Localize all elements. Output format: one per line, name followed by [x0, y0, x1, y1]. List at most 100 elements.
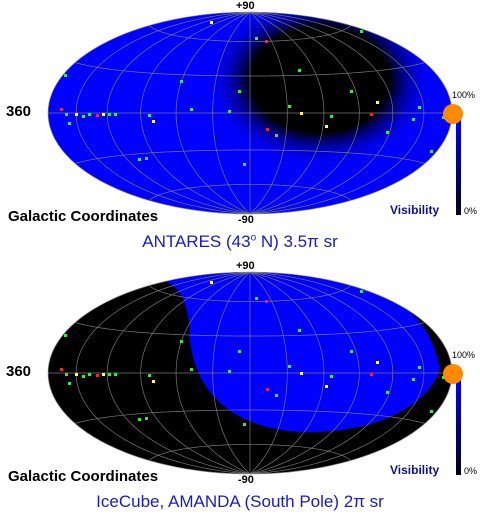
parallel-line: [74, 62, 426, 77]
source-point: [190, 368, 193, 371]
parallel-line: [74, 409, 426, 424]
source-point: [322, 12, 325, 15]
source-point: [228, 110, 231, 113]
source-point: [228, 370, 231, 373]
source-point: [65, 113, 68, 116]
source-point: [360, 30, 363, 33]
sources: [60, 272, 452, 426]
source-point: [265, 300, 268, 303]
sources: [60, 12, 452, 166]
source-point: [190, 108, 193, 111]
source-point: [255, 37, 258, 40]
source-point: [180, 80, 183, 83]
source-point: [108, 373, 111, 376]
source-point: [82, 375, 85, 378]
source-point: [152, 120, 155, 123]
source-point: [386, 131, 389, 134]
source-point: [412, 118, 415, 121]
source-point: [145, 157, 148, 160]
source-point: [210, 21, 213, 24]
source-point: [60, 108, 63, 111]
source-point: [275, 394, 278, 397]
skymap-antares: [47, 11, 453, 215]
parallel-line: [74, 149, 426, 164]
source-point: [275, 134, 278, 137]
source-point: [210, 281, 213, 284]
caption-antares: ANTARES (43o N) 3.5π sr: [142, 232, 338, 251]
sun-marker-icon: [443, 104, 463, 124]
longitude-label: 360: [6, 363, 32, 380]
parallel-line: [148, 25, 352, 42]
source-point: [238, 350, 241, 353]
source-point: [386, 391, 389, 394]
coordinates-label: Galactic Coordinates: [8, 468, 159, 485]
source-point: [65, 373, 68, 376]
source-point: [288, 105, 291, 108]
scale-min-label: 0%: [464, 466, 478, 476]
source-point: [322, 272, 325, 275]
visible-region: [160, 272, 440, 433]
source-point: [96, 374, 99, 377]
source-point: [376, 101, 379, 104]
source-point: [145, 417, 148, 420]
source-point: [243, 423, 246, 426]
source-point: [75, 373, 78, 376]
source-point: [418, 366, 421, 369]
caption-icecube: IceCube, AMANDA (South Pole) 2π sr: [96, 492, 384, 511]
source-point: [325, 125, 328, 128]
scale-max-label: 100%: [452, 350, 476, 360]
source-point: [68, 382, 71, 385]
sun-marker-icon: [443, 364, 463, 384]
source-point: [88, 373, 91, 376]
source-point: [148, 114, 151, 117]
source-point: [330, 375, 333, 378]
source-point: [265, 40, 268, 43]
source-point: [360, 290, 363, 293]
source-point: [412, 378, 415, 381]
source-point: [298, 329, 301, 332]
lat-plus90-label: +90: [236, 260, 255, 272]
source-point: [370, 113, 373, 116]
source-point: [114, 373, 117, 376]
source-point: [325, 385, 328, 388]
longitude-label: 360: [6, 103, 32, 120]
lat-plus90-label: +90: [236, 0, 255, 12]
source-point: [75, 113, 78, 116]
skymap-icecube: [47, 271, 453, 475]
source-point: [102, 373, 105, 376]
coordinates-label: Galactic Coordinates: [8, 208, 159, 225]
parallel-line: [148, 184, 352, 201]
parallel-line: [74, 322, 426, 337]
source-point: [180, 340, 183, 343]
panel-antares: +90 -90 360 Galactic Coordinates Visibil…: [6, 0, 477, 251]
visibility-label: Visibility: [390, 203, 440, 217]
source-point: [114, 113, 117, 116]
source-point: [300, 372, 303, 375]
invisible-region: [205, 12, 435, 168]
parallel-line: [148, 285, 352, 302]
source-point: [330, 115, 333, 118]
source-point: [60, 368, 63, 371]
visibility-scale-bar: [456, 117, 461, 215]
source-point: [266, 128, 269, 131]
source-point: [64, 334, 67, 337]
source-point: [288, 365, 291, 368]
source-point: [82, 115, 85, 118]
source-point: [255, 297, 258, 300]
source-point: [102, 113, 105, 116]
source-point: [238, 90, 241, 93]
panel-icecube: +90 -90 360 Galactic Coordinates Visibil…: [0, 260, 480, 520]
source-point: [152, 380, 155, 383]
source-point: [138, 158, 141, 161]
sky-area-icecube: [48, 272, 452, 474]
source-point: [68, 122, 71, 125]
source-point: [243, 163, 246, 166]
source-point: [266, 388, 269, 391]
source-point: [96, 114, 99, 117]
source-point: [88, 113, 91, 116]
source-point: [298, 69, 301, 72]
lat-minus90-label: -90: [238, 214, 254, 226]
parallel-line: [148, 444, 352, 461]
scale-max-label: 100%: [452, 90, 476, 100]
source-point: [418, 106, 421, 109]
